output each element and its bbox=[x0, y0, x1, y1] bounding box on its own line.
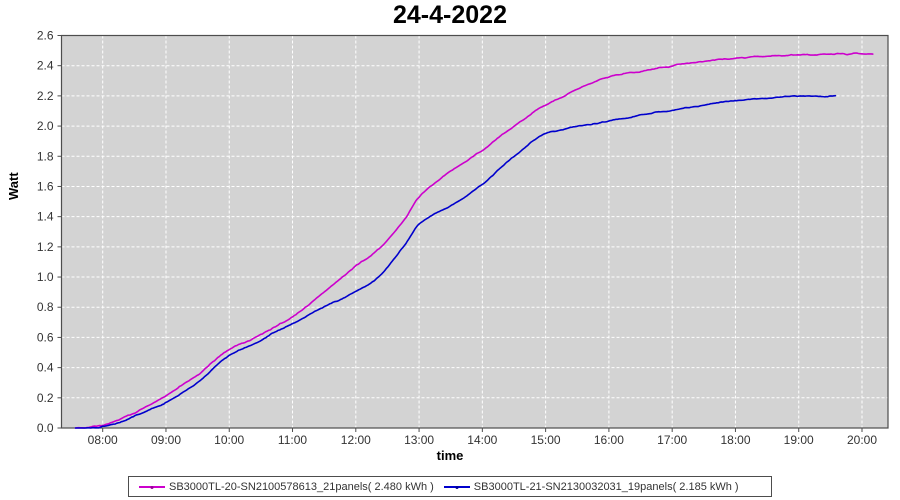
svg-text:2.0: 2.0 bbox=[37, 119, 54, 133]
svg-text:18:00: 18:00 bbox=[720, 433, 750, 447]
svg-text:0.0: 0.0 bbox=[37, 421, 54, 435]
svg-text:2.2: 2.2 bbox=[37, 89, 54, 103]
svg-text:14:00: 14:00 bbox=[467, 433, 497, 447]
svg-text:1.2: 1.2 bbox=[37, 240, 54, 254]
svg-text:15:00: 15:00 bbox=[531, 433, 561, 447]
svg-text:0.2: 0.2 bbox=[37, 391, 54, 405]
svg-text:2.6: 2.6 bbox=[37, 29, 54, 43]
svg-text:09:00: 09:00 bbox=[151, 433, 181, 447]
svg-text:08:00: 08:00 bbox=[88, 433, 118, 447]
svg-text:20:00: 20:00 bbox=[847, 433, 877, 447]
svg-text:1.4: 1.4 bbox=[37, 210, 54, 224]
svg-text:1.6: 1.6 bbox=[37, 180, 54, 194]
svg-text:16:00: 16:00 bbox=[594, 433, 624, 447]
svg-text:11:00: 11:00 bbox=[278, 433, 307, 447]
svg-text:0.4: 0.4 bbox=[37, 361, 54, 375]
svg-text:1.0: 1.0 bbox=[37, 270, 54, 284]
svg-text:17:00: 17:00 bbox=[657, 433, 687, 447]
svg-text:1.8: 1.8 bbox=[37, 149, 54, 163]
svg-text:2.4: 2.4 bbox=[37, 59, 54, 73]
svg-text:19:00: 19:00 bbox=[784, 433, 814, 447]
svg-text:13:00: 13:00 bbox=[404, 433, 434, 447]
svg-text:10:00: 10:00 bbox=[214, 433, 244, 447]
svg-text:12:00: 12:00 bbox=[341, 433, 371, 447]
svg-text:0.8: 0.8 bbox=[37, 300, 54, 314]
svg-text:0.6: 0.6 bbox=[37, 330, 54, 344]
